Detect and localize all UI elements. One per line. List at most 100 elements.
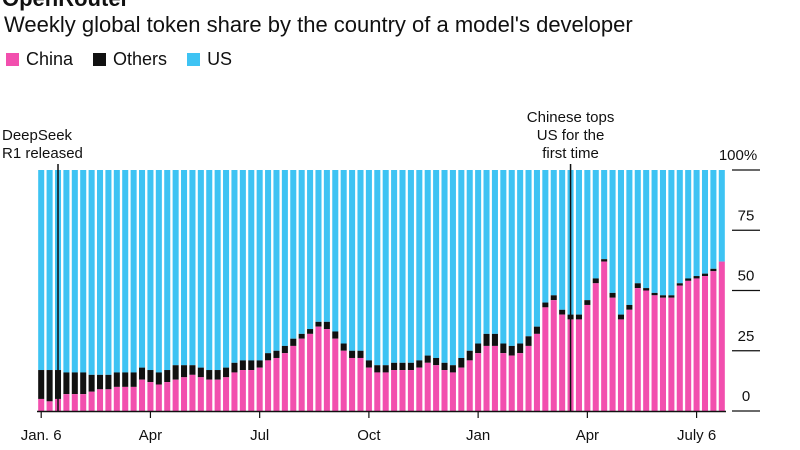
y-tick-label: 25 (738, 328, 755, 345)
bar-us (533, 170, 540, 327)
bar-others (449, 365, 456, 373)
bar-china (96, 389, 104, 411)
bar-china (147, 382, 154, 411)
bar-us (500, 170, 507, 344)
bar-china (80, 394, 87, 411)
bar-us (407, 170, 414, 363)
bar-china (88, 391, 95, 411)
bar-us (508, 170, 515, 346)
bar-us (458, 170, 465, 358)
bar-us (466, 170, 473, 351)
bar-us (575, 170, 582, 315)
bar-others (71, 372, 78, 395)
bar-others (458, 357, 465, 368)
bar-others (197, 367, 204, 378)
bar-china (475, 353, 482, 411)
bar-others (693, 276, 700, 279)
bar-others (382, 365, 389, 373)
bar-others (424, 355, 431, 363)
legend-swatch-us (187, 53, 201, 66)
bar-others (365, 360, 372, 368)
bar-china (668, 297, 675, 411)
bar-us (483, 170, 490, 334)
bar-china (265, 360, 272, 411)
bar-us (559, 170, 566, 310)
bar-china (693, 278, 700, 411)
bar-others (181, 365, 188, 378)
bar-china (340, 350, 347, 411)
bar-others (601, 259, 608, 262)
bar-china (256, 367, 263, 411)
bar-others (710, 268, 717, 272)
bar-us (88, 170, 95, 375)
chart-legend: China Others US (6, 49, 232, 70)
legend-item-china: China (6, 49, 73, 70)
bar-us (315, 170, 322, 322)
bar-others (517, 343, 524, 354)
bar-us (517, 170, 524, 344)
bar-us (298, 170, 305, 334)
bar-us (634, 170, 641, 284)
bar-china (38, 398, 45, 411)
bar-china (105, 389, 112, 411)
bar-us (399, 170, 406, 363)
bar-china (407, 370, 414, 411)
bar-others (617, 314, 624, 320)
bar-us (164, 170, 171, 371)
legend-label-us: US (207, 49, 233, 69)
bar-us (651, 170, 658, 293)
bar-others (113, 372, 120, 387)
bar-others (433, 357, 440, 366)
bar-others (46, 370, 53, 402)
bar-others (391, 362, 398, 371)
x-tick-label: July 6 (677, 427, 716, 444)
bar-china (71, 394, 78, 411)
x-tick-label: Jan. 6 (21, 427, 62, 444)
bar-others (659, 295, 667, 298)
bar-others (323, 321, 330, 330)
x-tick-label: Oct (357, 427, 381, 444)
bar-others (38, 370, 45, 399)
bar-others (256, 360, 263, 368)
bar-others (483, 333, 490, 346)
bar-us (147, 170, 154, 371)
bar-china (525, 345, 532, 411)
bar-us (206, 170, 213, 371)
bar-us (223, 170, 230, 368)
bar-others (172, 365, 179, 380)
bar-us (693, 170, 700, 277)
bar-china (483, 345, 490, 411)
bar-china (189, 374, 196, 411)
bar-china (357, 357, 364, 411)
bar-us (38, 170, 45, 371)
bar-others (374, 365, 381, 373)
annotation-text: US for the (537, 127, 605, 144)
bar-china (172, 379, 179, 411)
bar-china (710, 271, 717, 411)
annotation-text: R1 released (2, 145, 83, 162)
bar-others (130, 372, 137, 387)
bar-others (206, 370, 213, 380)
bar-us (382, 170, 389, 366)
bar-others (88, 374, 95, 392)
bar-others (466, 350, 473, 361)
bar-us (424, 170, 431, 356)
bar-china (307, 333, 314, 411)
bar-us (441, 170, 448, 363)
x-tick-label: Apr (576, 427, 599, 444)
bar-others (685, 278, 692, 281)
bar-us (617, 170, 624, 315)
bar-china (164, 382, 171, 411)
bar-us (130, 170, 137, 373)
bar-china (601, 261, 608, 411)
bar-others (96, 374, 104, 390)
bar-china (349, 357, 356, 411)
bar-us (80, 170, 87, 373)
bar-china (626, 309, 633, 411)
bar-us (609, 170, 616, 293)
chart-subtitle: Weekly global token share by the country… (4, 12, 633, 37)
bar-us (349, 170, 356, 351)
bar-others (298, 333, 305, 339)
bar-others (164, 370, 171, 383)
